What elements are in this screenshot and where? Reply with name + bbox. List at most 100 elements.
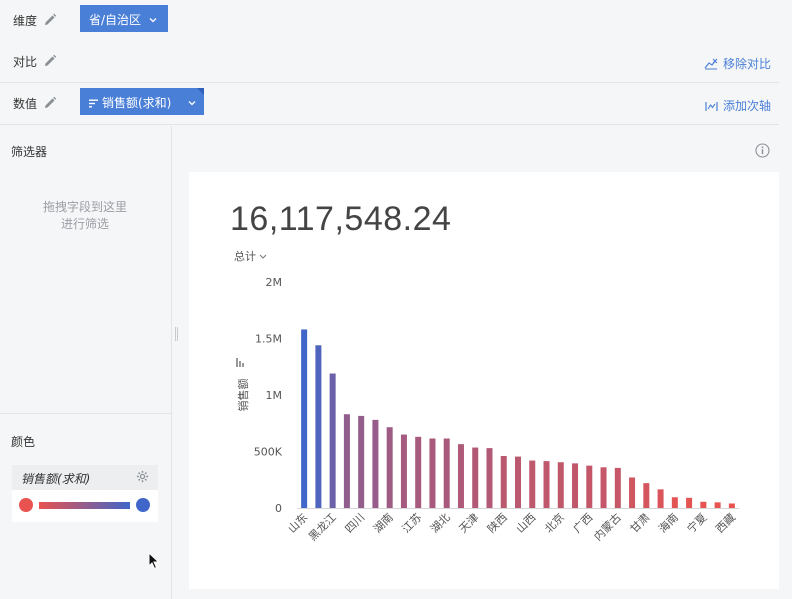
- bar: [600, 467, 607, 508]
- add-secondary-axis-button[interactable]: 添加次轴: [705, 97, 771, 114]
- bar: [472, 447, 479, 508]
- remove-compare-label: 移除对比: [722, 57, 771, 71]
- bar: [643, 483, 650, 508]
- dual-axis-icon: [705, 102, 718, 111]
- x-tick-label: 内蒙古: [591, 510, 624, 543]
- bar: [586, 465, 593, 508]
- color-field-label: 销售额(求和): [21, 472, 91, 486]
- bar: [457, 444, 464, 508]
- bar: [543, 461, 550, 508]
- y-tick-label: 0: [275, 502, 282, 515]
- color-title: 颜色: [11, 435, 36, 449]
- x-tick-label: 海南: [656, 510, 681, 535]
- value-label: 数值: [13, 97, 38, 111]
- axis-icon-bar: [239, 361, 241, 367]
- x-tick-label: 黑龙江: [306, 511, 339, 544]
- bar: [415, 436, 422, 508]
- filter-drop-zone[interactable]: 拖拽字段到这里 进行筛选: [0, 199, 170, 233]
- bar: [329, 373, 336, 508]
- x-tick-label: 湖北: [428, 511, 453, 536]
- pencil-icon[interactable]: [43, 13, 57, 27]
- bar: [343, 414, 350, 508]
- bar: [614, 467, 621, 508]
- x-tick-label: 甘肃: [628, 511, 653, 536]
- color-legend-card[interactable]: 销售额(求和): [12, 465, 158, 522]
- x-tick-label: 陕西: [484, 510, 509, 535]
- bar: [728, 503, 735, 508]
- bar: [443, 438, 450, 508]
- bar: [629, 477, 636, 508]
- bar: [557, 462, 564, 508]
- bar: [572, 463, 579, 508]
- y-axis-label: 销售额: [236, 379, 250, 412]
- x-tick-label: 四川: [343, 511, 368, 536]
- x-tick-label: 天津: [457, 511, 482, 536]
- bar: [486, 448, 493, 508]
- bar: [700, 501, 707, 508]
- x-tick-label: 江苏: [400, 511, 425, 536]
- chevron-down-icon: [188, 101, 196, 106]
- high-color-swatch[interactable]: [136, 498, 150, 512]
- x-tick-label: 山西: [514, 511, 539, 536]
- dimension-field-pill[interactable]: 省/自治区: [80, 5, 168, 32]
- aggregation-selector[interactable]: 总计: [234, 248, 267, 264]
- bar: [372, 419, 379, 508]
- filter-hint-line2: 进行筛选: [60, 217, 109, 231]
- x-tick-label: 湖南: [371, 511, 396, 536]
- axis-icon-bar: [236, 358, 238, 367]
- bar: [671, 497, 678, 508]
- bar: [657, 489, 664, 508]
- y-tick-label: 2M: [266, 276, 283, 289]
- value-shelf: 数值 销售额(求和) 添加次轴: [0, 83, 779, 125]
- bar: [429, 438, 436, 508]
- value-field-label: 销售额(求和): [102, 96, 172, 110]
- x-tick-label: 西藏: [713, 511, 738, 536]
- low-color-swatch[interactable]: [19, 498, 33, 512]
- chart-card: 16,117,548.24 总计 0 500K 1M 1.5M 2M 销售额山东 黑龙江 四川…: [189, 172, 779, 589]
- y-tick-label: 1.5M: [255, 333, 282, 346]
- compare-shelf: 对比 移除对比: [0, 41, 779, 83]
- x-tick-label: 山东: [286, 511, 311, 536]
- remove-compare-icon: [704, 58, 718, 70]
- bar: [315, 345, 322, 508]
- pencil-icon[interactable]: [43, 96, 57, 110]
- bar: [515, 456, 521, 508]
- compare-label: 对比: [13, 55, 38, 69]
- mouse-cursor-icon: [148, 552, 160, 570]
- pill-corner-marker: [197, 88, 204, 95]
- chevron-down-icon: [149, 18, 157, 23]
- aggregation-label: 总计: [234, 250, 256, 263]
- sort-desc-icon: [89, 99, 98, 108]
- remove-compare-button[interactable]: 移除对比: [704, 55, 771, 72]
- dimension-field-label: 省/自治区: [89, 13, 142, 27]
- value-field-pill[interactable]: 销售额(求和): [80, 88, 204, 115]
- gear-icon[interactable]: [136, 470, 149, 483]
- panel-resize-handle[interactable]: [175, 327, 178, 341]
- x-tick-label: 宁夏: [684, 510, 709, 535]
- panel-divider: [0, 413, 172, 414]
- color-gradient-row: [12, 490, 158, 522]
- x-tick-label: 北京: [541, 510, 566, 535]
- filter-title: 筛选器: [11, 145, 48, 159]
- bar: [400, 434, 407, 508]
- bar: [529, 460, 536, 508]
- filter-hint-line1: 拖拽字段到这里: [42, 200, 127, 214]
- y-tick-label: 500K: [254, 446, 283, 459]
- y-tick-label: 1M: [266, 389, 283, 402]
- pencil-icon[interactable]: [43, 54, 57, 68]
- axis-icon-bar: [242, 363, 244, 367]
- bar: [686, 497, 693, 508]
- color-field-header: 销售额(求和): [12, 465, 158, 490]
- bar: [301, 329, 308, 508]
- bar: [358, 415, 365, 508]
- chevron-down-icon: [259, 254, 267, 259]
- info-icon[interactable]: [755, 143, 770, 158]
- add-secondary-axis-label: 添加次轴: [722, 99, 771, 113]
- bar: [500, 456, 507, 508]
- dimension-label: 维度: [13, 14, 38, 28]
- color-gradient-bar: [39, 502, 130, 509]
- bar: [714, 502, 721, 508]
- dimension-shelf: 维度 省/自治区: [0, 0, 779, 42]
- kpi-total-value: 16,117,548.24: [230, 200, 452, 238]
